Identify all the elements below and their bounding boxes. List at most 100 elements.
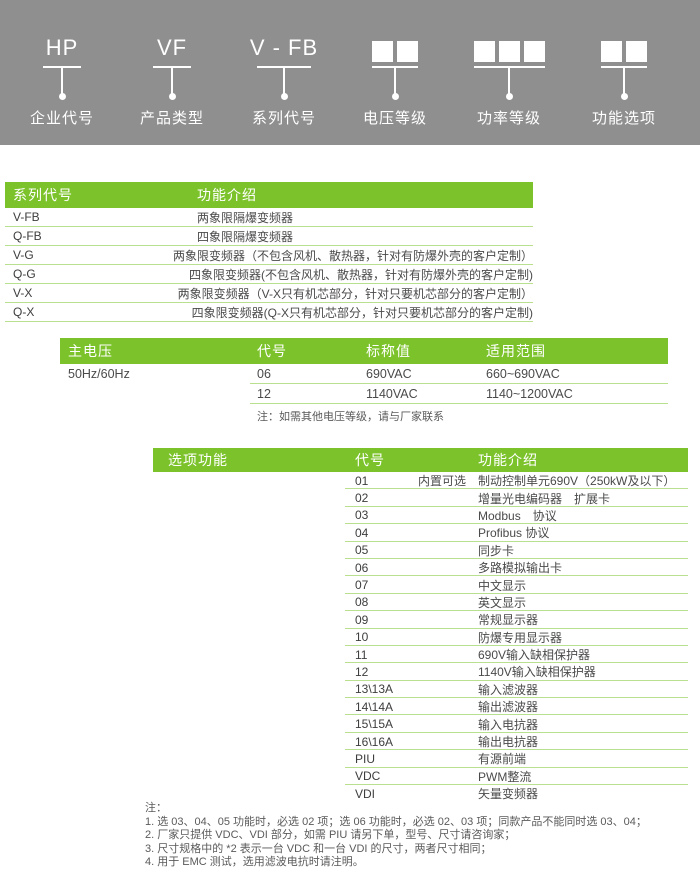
options-table-body: 01 内置可选 制动控制单元690V（250kW及以下） 02 增量光电编码器 … — [153, 472, 688, 802]
option-desc-cell: PWM整流 — [478, 769, 532, 784]
table-row: 11 690V输入缺相保护器 — [153, 646, 688, 664]
connector-dot — [168, 93, 176, 100]
table-row: 07 中文显示 — [153, 576, 688, 595]
nominal-value-cell: 690VAC — [366, 367, 412, 381]
option-desc-cell: 多路模拟输出卡 — [478, 561, 563, 576]
option-code-cell: 02 — [355, 491, 478, 505]
option-code-cell: 01 内置可选 — [355, 472, 478, 489]
option-code: 04 — [355, 525, 369, 540]
note-line: 2. 厂家只提供 VDC、VDI 部分，如需 PIU 请另下单，型号、尺寸请咨询… — [145, 829, 516, 841]
option-desc-cell: 矢量变频器 — [478, 787, 539, 802]
option-code-cell: 06 — [355, 561, 478, 575]
voltage-table-body: 50Hz/60Hz 06 690VAC 660~690VAC 12 1140VA… — [60, 364, 668, 404]
voltage-table-header: 主电压 代号 标称值 适用范围 — [60, 338, 668, 364]
connector-dot — [620, 93, 628, 100]
code-box — [601, 41, 622, 62]
option-code: 10 — [355, 630, 369, 645]
option-desc-cell: Profibus 协议 — [478, 526, 550, 541]
option-desc-cell: 防爆专用显示器 — [478, 630, 563, 645]
table-row: V-X 两象限变频器（V-X只有机芯部分，针对只要机芯部分的客户定制） — [5, 284, 533, 303]
option-code: 02 — [355, 491, 369, 506]
series-desc-cell: 四象限变频器(Q-X只有机芯部分，针对只要机芯部分的客户定制) — [191, 305, 533, 320]
connector-dot — [391, 93, 399, 100]
option-code-cell: 14\14A — [355, 700, 478, 714]
series-code-symbol: V - FB — [250, 27, 318, 66]
option-code: 01 — [355, 473, 369, 488]
connector-dot — [505, 93, 513, 100]
option-desc-cell: 输出电抗器 — [478, 735, 539, 750]
option-code-cell: 07 — [355, 578, 478, 592]
option-code: 14\14A — [355, 699, 394, 714]
connector-bar — [601, 66, 647, 68]
option-code: PIU — [355, 751, 376, 766]
table-row: 16\16A 输出电抗器 — [153, 733, 688, 751]
option-code-cell: 13\13A — [355, 682, 478, 696]
option-code-cell: 08 — [355, 595, 478, 609]
option-code: 13\13A — [355, 682, 394, 697]
connector-stem — [171, 68, 173, 94]
table-row: 02 增量光电编码器 扩展卡 — [153, 489, 688, 508]
model-code-banner: HP 企业代号 VF 产品类型 V - FB 系列代号 电压等级 — [0, 0, 700, 145]
product-type-symbol: VF — [157, 27, 187, 66]
option-desc-cell: 有源前端 — [478, 752, 527, 767]
diagram-group-series: V - FB 系列代号 — [229, 27, 339, 128]
table-row: Q-X 四象限变频器(Q-X只有机芯部分，针对只要机芯部分的客户定制) — [5, 303, 533, 322]
series-code-cell: Q-G — [13, 267, 36, 281]
option-code: VDC — [355, 769, 381, 784]
option-desc-cell: 1140V输入缺相保护器 — [478, 665, 596, 680]
options-table-header: 选项功能 代号 功能介绍 — [153, 448, 688, 472]
code-box — [626, 41, 647, 62]
connector-dot — [280, 93, 288, 100]
option-code-cell: 09 — [355, 613, 478, 627]
option-code-cell: 15\15A — [355, 717, 478, 731]
series-code-cell: Q-X — [13, 305, 35, 319]
option-code-cell: 05 — [355, 543, 478, 557]
connector-dot — [58, 93, 66, 100]
group-label: 功率等级 — [476, 110, 541, 127]
option-code-cell: VDC — [355, 769, 478, 783]
connector-stem — [394, 68, 396, 94]
option-desc-cell: 690V输入缺相保护器 — [478, 648, 591, 663]
column-header-code: 代号 — [257, 343, 287, 359]
connector-bar — [372, 66, 418, 68]
option-desc-cell: 英文显示 — [478, 595, 527, 610]
diagram-group-options: 功能选项 — [569, 27, 679, 128]
table-row: 06 多路模拟输出卡 — [153, 559, 688, 577]
voltage-code-cell: 06 — [257, 367, 271, 381]
diagram-group-company: HP 企业代号 — [7, 27, 117, 128]
nominal-value-cell: 1140VAC — [366, 387, 418, 401]
connector-bar — [473, 66, 545, 68]
column-header-range: 适用范围 — [486, 343, 546, 359]
table-row: VDC PWM整流 — [153, 768, 688, 786]
notes-list: 1. 选 03、04、05 功能时，必选 02 项；选 06 功能时，必选 02… — [145, 816, 647, 870]
column-header-desc: 功能介绍 — [197, 187, 257, 203]
series-code-cell: V-G — [13, 248, 34, 262]
option-function-table: 选项功能 代号 功能介绍 01 内置可选 制动控制单元690V（250kW及以下… — [153, 448, 688, 802]
notes-section: 注： 1. 选 03、04、05 功能时，必选 02 项；选 06 功能时，必选… — [145, 802, 647, 870]
main-voltage-table: 主电压 代号 标称值 适用范围 50Hz/60Hz 06 690VAC 660~… — [60, 338, 668, 424]
power-code-boxes — [473, 27, 545, 66]
table-row: 08 英文显示 — [153, 594, 688, 612]
series-desc-cell: 四象限隔爆变频器 — [197, 229, 294, 244]
code-box — [523, 41, 545, 62]
voltage-code-boxes — [372, 27, 418, 66]
connector-bar — [257, 66, 311, 68]
column-header-main-voltage: 主电压 — [68, 343, 113, 359]
series-code-text: V - FB — [249, 35, 319, 60]
voltage-code-cell: 12 — [257, 387, 271, 401]
table-row: 04 Profibus 协议 — [153, 524, 688, 542]
group-label: 功能选项 — [591, 110, 656, 127]
table-row: 10 防爆专用显示器 — [153, 629, 688, 647]
code-box — [372, 41, 393, 62]
option-code-cell: 12 — [355, 665, 478, 679]
table-row: 03 Modbus 协议 — [153, 507, 688, 525]
option-desc-cell: 常规显示器 — [478, 613, 539, 628]
diagram-group-product-type: VF 产品类型 — [117, 27, 227, 128]
table-row: 09 常规显示器 — [153, 611, 688, 629]
series-desc-cell: 两象限隔爆变频器 — [197, 210, 294, 225]
company-code-symbol: HP — [46, 27, 79, 66]
option-code-cell: 16\16A — [355, 735, 478, 749]
connector-bar — [153, 66, 191, 68]
group-label: 企业代号 — [29, 110, 94, 127]
table-row: 05 同步卡 — [153, 542, 688, 560]
